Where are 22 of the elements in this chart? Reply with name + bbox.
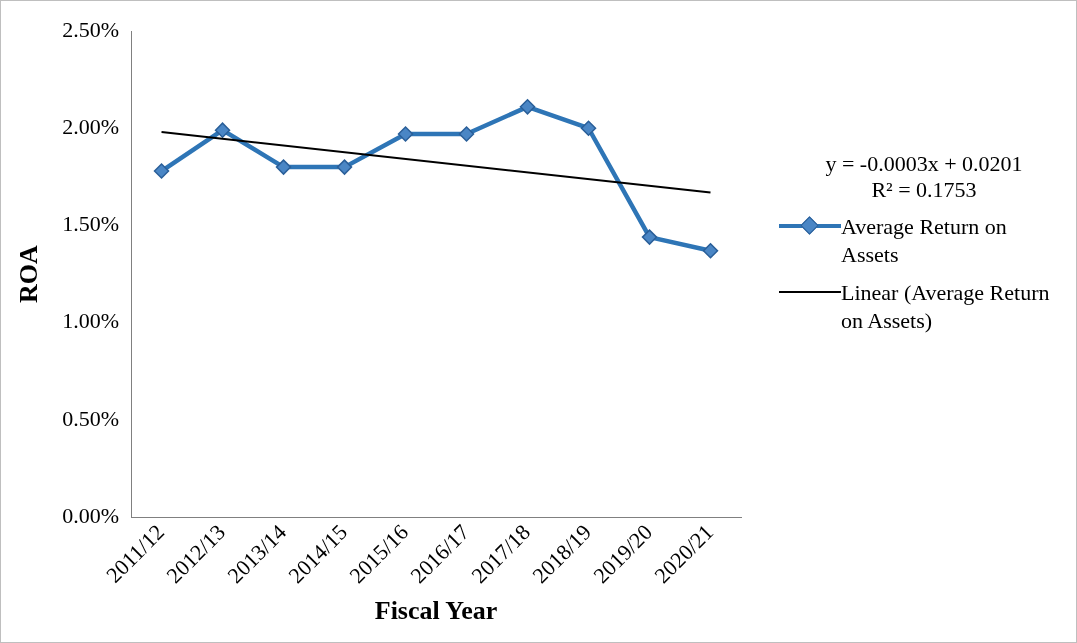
y-tick-label: 2.50% [62,16,120,42]
y-tick-label: 2.00% [62,114,120,140]
y-tick-label: 0.00% [62,502,120,528]
x-axis-title: Fiscal Year [374,596,498,626]
point [336,159,353,175]
y-tick-label: 1.50% [62,211,120,237]
point [641,229,658,245]
point [458,126,475,142]
point [275,159,292,175]
point [153,163,170,179]
text: y = -0.0003x + 0.0201 [824,151,1024,177]
y-axis-title: ROA [14,244,44,303]
point [580,120,597,136]
point [702,242,719,259]
point [519,99,536,115]
text: R² = 0.1753 [870,177,978,203]
point [397,126,414,142]
y-tick-label: 0.50% [62,405,120,431]
y-tick-label: 1.00% [62,308,120,334]
legend-label: Linear (Average Return on Assets) [841,279,1051,335]
legend-label: Average Return on Assets [841,213,1008,269]
point [214,122,231,138]
